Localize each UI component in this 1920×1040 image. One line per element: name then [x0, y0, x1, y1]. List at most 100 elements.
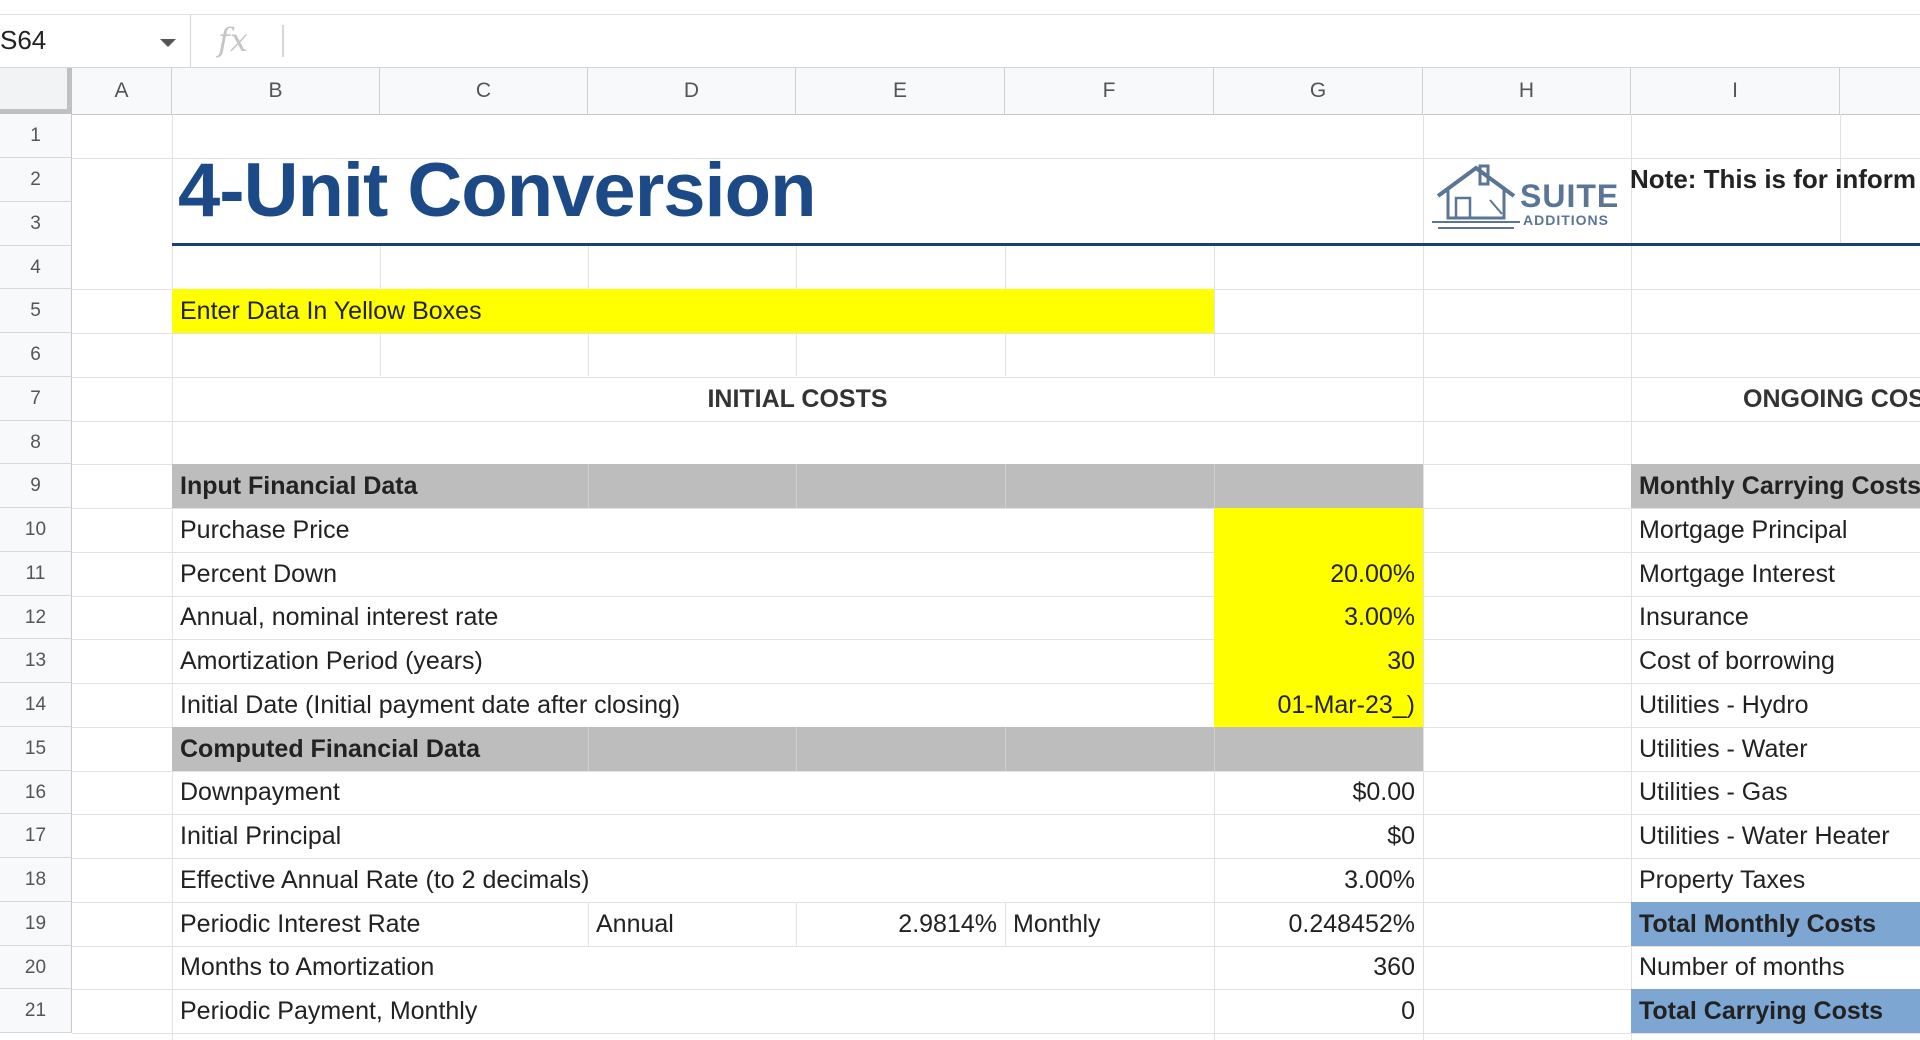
column-header-j[interactable] [1840, 68, 1920, 114]
row-header-12[interactable]: 12 [0, 596, 72, 639]
input-value-purchase-price[interactable] [1214, 508, 1423, 552]
computed-value-downpayment[interactable]: $0.00 [1352, 778, 1415, 806]
logo-text: SUITE [1520, 178, 1620, 214]
column-header-d[interactable]: D [588, 68, 796, 114]
input-label-purchase-price[interactable]: Purchase Price [180, 516, 350, 544]
row-header-1[interactable]: 1 [0, 114, 72, 158]
row-header-14[interactable]: 14 [0, 683, 72, 727]
column-header-g[interactable]: G [1214, 68, 1423, 114]
column-header-a[interactable]: A [72, 68, 172, 114]
column-header-i[interactable]: I [1631, 68, 1840, 114]
total-monthly-costs[interactable]: Total Monthly Costs [1631, 902, 1920, 946]
computed-value-initial-principal[interactable]: $0 [1387, 822, 1415, 850]
ongoing-item[interactable]: Utilities - Gas [1639, 778, 1788, 806]
row-header-10[interactable]: 10 [0, 508, 72, 552]
ongoing-item[interactable]: Utilities - Water Heater [1639, 822, 1890, 850]
periodic-monthly-label[interactable]: Monthly [1013, 910, 1101, 938]
column-header-e[interactable]: E [796, 68, 1005, 114]
row-header-17[interactable]: 17 [0, 814, 72, 858]
ongoing-item[interactable]: Utilities - Water [1639, 735, 1808, 763]
instruction-cell[interactable]: Enter Data In Yellow Boxes [172, 289, 1214, 333]
row-header-16[interactable]: 16 [0, 771, 72, 814]
gridline [72, 989, 1920, 990]
input-value-initial-date[interactable]: 01-Mar-23_) [1214, 683, 1423, 727]
input-label-percent-down[interactable]: Percent Down [180, 560, 338, 588]
input-label-interest-rate[interactable]: Annual, nominal interest rate [180, 603, 499, 631]
ongoing-item[interactable]: Insurance [1639, 603, 1749, 631]
gridline [796, 727, 797, 771]
row-header-4[interactable]: 4 [0, 246, 72, 289]
gridline [1214, 464, 1215, 508]
initial-costs-header[interactable]: INITIAL COSTS [707, 385, 888, 413]
gridline [1214, 246, 1215, 376]
note-cell[interactable]: Note: This is for inform [1630, 164, 1916, 194]
gridline [1840, 114, 1841, 246]
column-header-c[interactable]: C [380, 68, 588, 114]
ongoing-item[interactable]: Utilities - Hydro [1639, 691, 1809, 719]
input-value-percent-down[interactable]: 20.00% [1214, 552, 1423, 596]
gridline [72, 771, 1920, 772]
total-carrying-costs[interactable]: Total Carrying Costs [1631, 989, 1920, 1033]
monthly-carrying-costs-header[interactable]: Monthly Carrying Costs [1631, 464, 1920, 508]
name-box[interactable]: S64 [0, 15, 191, 67]
computed-label-effective-rate[interactable]: Effective Annual Rate (to 2 decimals) [180, 866, 590, 894]
row-header-15[interactable]: 15 [0, 727, 72, 771]
chevron-down-icon[interactable] [160, 39, 176, 47]
input-label-amortization[interactable]: Amortization Period (years) [180, 647, 483, 675]
row-header-2[interactable]: 2 [0, 158, 72, 202]
ongoing-item[interactable]: Mortgage Interest [1639, 560, 1835, 588]
row-header-11[interactable]: 11 [0, 552, 72, 596]
ongoing-costs-header[interactable]: ONGOING COS [1743, 385, 1920, 413]
gridline [588, 464, 589, 508]
ongoing-item[interactable]: Mortgage Principal [1639, 516, 1848, 544]
gridline [588, 727, 589, 771]
row-header-20[interactable]: 20 [0, 946, 72, 989]
gridline [1214, 727, 1215, 771]
gridline [1631, 114, 1632, 1040]
computed-value-periodic-rate[interactable]: 0.248452% [1288, 910, 1415, 938]
row-header-6[interactable]: 6 [0, 333, 72, 377]
formula-separator [282, 25, 284, 57]
periodic-annual-value[interactable]: 2.9814% [898, 910, 997, 938]
computed-label-initial-principal[interactable]: Initial Principal [180, 822, 342, 850]
cell-reference[interactable]: S64 [0, 25, 47, 55]
ongoing-item[interactable]: Property Taxes [1639, 866, 1806, 894]
input-label-initial-date[interactable]: Initial Date (Initial payment date after… [180, 691, 681, 719]
row-header-3[interactable]: 3 [0, 202, 72, 246]
row-header-13[interactable]: 13 [0, 639, 72, 683]
input-value-interest-rate[interactable]: 3.00% [1214, 596, 1423, 639]
row-header-19[interactable]: 19 [0, 902, 72, 946]
computed-label-downpayment[interactable]: Downpayment [180, 778, 340, 806]
input-financial-data-header[interactable]: Input Financial Data [172, 464, 1423, 508]
select-all-corner[interactable] [0, 68, 72, 114]
gridline [1005, 464, 1006, 508]
ongoing-item[interactable]: Cost of borrowing [1639, 647, 1835, 675]
computed-label-months[interactable]: Months to Amortization [180, 953, 435, 981]
computed-value-months[interactable]: 360 [1373, 953, 1415, 981]
gridline [1005, 727, 1006, 771]
gridline [796, 464, 797, 508]
gridline [72, 421, 1920, 422]
periodic-annual-label[interactable]: Annual [596, 910, 674, 938]
gridline [72, 814, 1920, 815]
computed-value-periodic-payment[interactable]: 0 [1401, 997, 1415, 1025]
computed-label-periodic-payment[interactable]: Periodic Payment, Monthly [180, 997, 478, 1025]
number-of-months[interactable]: Number of months [1639, 953, 1845, 981]
fx-icon: fx [218, 21, 248, 59]
row-header-9[interactable]: 9 [0, 464, 72, 508]
column-header-h[interactable]: H [1423, 68, 1631, 114]
input-value-amortization[interactable]: 30 [1214, 639, 1423, 683]
row-header-21[interactable]: 21 [0, 989, 72, 1033]
column-header-f[interactable]: F [1005, 68, 1214, 114]
row-header-18[interactable]: 18 [0, 858, 72, 902]
computed-label-periodic-rate[interactable]: Periodic Interest Rate [180, 910, 421, 938]
row-header-5[interactable]: 5 [0, 289, 72, 333]
column-header-b[interactable]: B [172, 68, 380, 114]
row-header-7[interactable]: 7 [0, 377, 72, 421]
computed-financial-data-header[interactable]: Computed Financial Data [172, 727, 1423, 771]
gridline [72, 333, 1920, 334]
row-header-8[interactable]: 8 [0, 421, 72, 464]
gridline [1005, 902, 1006, 946]
gridline [1423, 114, 1424, 1040]
computed-value-effective-rate[interactable]: 3.00% [1344, 866, 1415, 894]
